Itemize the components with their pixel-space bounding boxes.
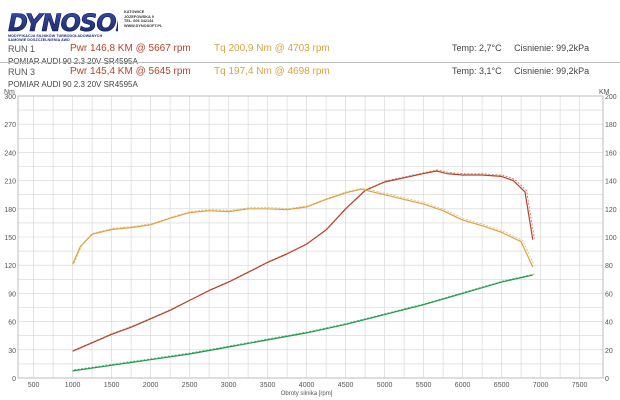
x-tick-label: 1000 [65, 382, 81, 389]
contact-line: KATOWICE [124, 10, 145, 14]
x-tick-label: 3000 [221, 382, 237, 389]
y-left-tick-label: 60 [8, 320, 16, 327]
contact-info: KATOWICE JÓZEFOWSKA 9 TEL. 606 342144 WW… [124, 10, 184, 28]
svg-text:DYNOSOFT: DYNOSOFT [8, 9, 118, 37]
tq-series-line-run3 [73, 187, 535, 267]
temperature: Temp: 3,1°C [452, 66, 502, 76]
dyno-header: DYNOSOFT MODYFIKACJA SILNIKÓW TURBODOŁAD… [0, 0, 620, 92]
conditions: Temp: 3,1°C Cisnienie: 99,2kPa [452, 66, 589, 76]
torque-peak: Tq 197,4 Nm @ 4698 rpm [214, 66, 330, 77]
y-right-axis-label: KM [599, 89, 610, 96]
x-axis-label: Obroty silnika [rpm] [281, 391, 333, 397]
y-left-tick-label: 270 [4, 122, 16, 129]
run-label: RUN 3 [8, 67, 36, 77]
y-right-tick-label: 180 [605, 122, 617, 129]
x-tick-label: 6500 [494, 382, 510, 389]
pressure: Cisnienie: 99,2kPa [514, 66, 590, 76]
chart-grid [18, 95, 603, 379]
y-right-tick-label: 200 [605, 94, 617, 101]
plot-frame [17, 95, 604, 379]
x-tick-label: 6000 [455, 382, 471, 389]
x-tick-label: 3500 [260, 382, 276, 389]
x-tick-label: 2000 [143, 382, 159, 389]
chart-series [72, 169, 535, 372]
x-tick-label: 7000 [533, 382, 549, 389]
x-tick-label: 2500 [182, 382, 198, 389]
y-left-tick-label: 210 [4, 179, 16, 186]
y-right-tick-label: 120 [605, 207, 617, 214]
x-tick-label: 7500 [572, 382, 588, 389]
y-left-tick-label: 0 [12, 376, 16, 383]
temperature: Temp: 2,7°C [452, 43, 502, 53]
dynosoft-logo: DYNOSOFT [8, 9, 118, 38]
run-label: RUN 1 [8, 44, 36, 54]
x-tick-label: 5000 [377, 382, 393, 389]
y-right-tick-label: 80 [605, 263, 613, 270]
y-left-tick-label: 120 [4, 263, 16, 270]
y-right-tick-label: 140 [605, 179, 617, 186]
y-right-tick-label: 20 [605, 348, 613, 355]
pwr-series-line-run3 [74, 169, 535, 351]
loss-series-line-run3 [74, 273, 535, 371]
y-right-tick-label: 60 [605, 291, 613, 298]
y-left-tick-label: 240 [4, 150, 16, 157]
y-right-tick-label: 0 [605, 376, 609, 383]
x-tick-label: 5500 [416, 382, 432, 389]
tq-series-line [72, 188, 534, 268]
contact-line: JÓZEFOWSKA 9 [124, 14, 154, 19]
x-tick-label: 4000 [299, 382, 315, 389]
y-left-tick-label: 300 [4, 94, 16, 101]
power-peak: Pwr 145,4 KM @ 5645 rpm [70, 66, 191, 77]
y-right-tick-label: 160 [605, 150, 617, 157]
chart-axes [17, 95, 604, 379]
pwr-series-line [72, 170, 534, 352]
pressure: Cisnienie: 99,2kPa [514, 43, 590, 53]
run-subtitle: POMIAR AUDI 90 2.3 20V SR4595A [8, 80, 138, 89]
y-left-tick-label: 30 [8, 348, 16, 355]
logo-tagline: MODYFIKACJA SILNIKÓW TURBODOŁADOWANYCH S… [8, 34, 103, 43]
contact-line: TEL. 606 342144 [124, 19, 154, 24]
conditions: Temp: 2,7°C Cisnienie: 99,2kPa [452, 43, 589, 53]
x-tick-label: 500 [28, 382, 40, 389]
torque-peak: Tq 200,9 Nm @ 4703 rpm [214, 43, 330, 54]
x-tick-label: 4500 [338, 382, 354, 389]
y-left-tick-label: 180 [4, 207, 16, 214]
contact-line: WWW.DYNOSOFT.PL [124, 23, 163, 28]
x-tick-label: 1500 [104, 382, 120, 389]
y-left-tick-label: 150 [4, 235, 16, 242]
loss-series-line [72, 274, 533, 372]
y-right-tick-label: 100 [605, 235, 617, 242]
chart-labels: 0306090120150180210240270300020406080100… [4, 89, 617, 397]
y-left-tick-label: 90 [8, 291, 16, 298]
y-left-axis-label: Nm [4, 89, 15, 96]
power-peak: Pwr 146,8 KM @ 5667 rpm [70, 43, 191, 54]
run-subtitle: POMIAR AUDI 90 2.3 20V SR4595A [8, 57, 138, 66]
y-right-tick-label: 40 [605, 320, 613, 327]
divider [0, 62, 620, 63]
